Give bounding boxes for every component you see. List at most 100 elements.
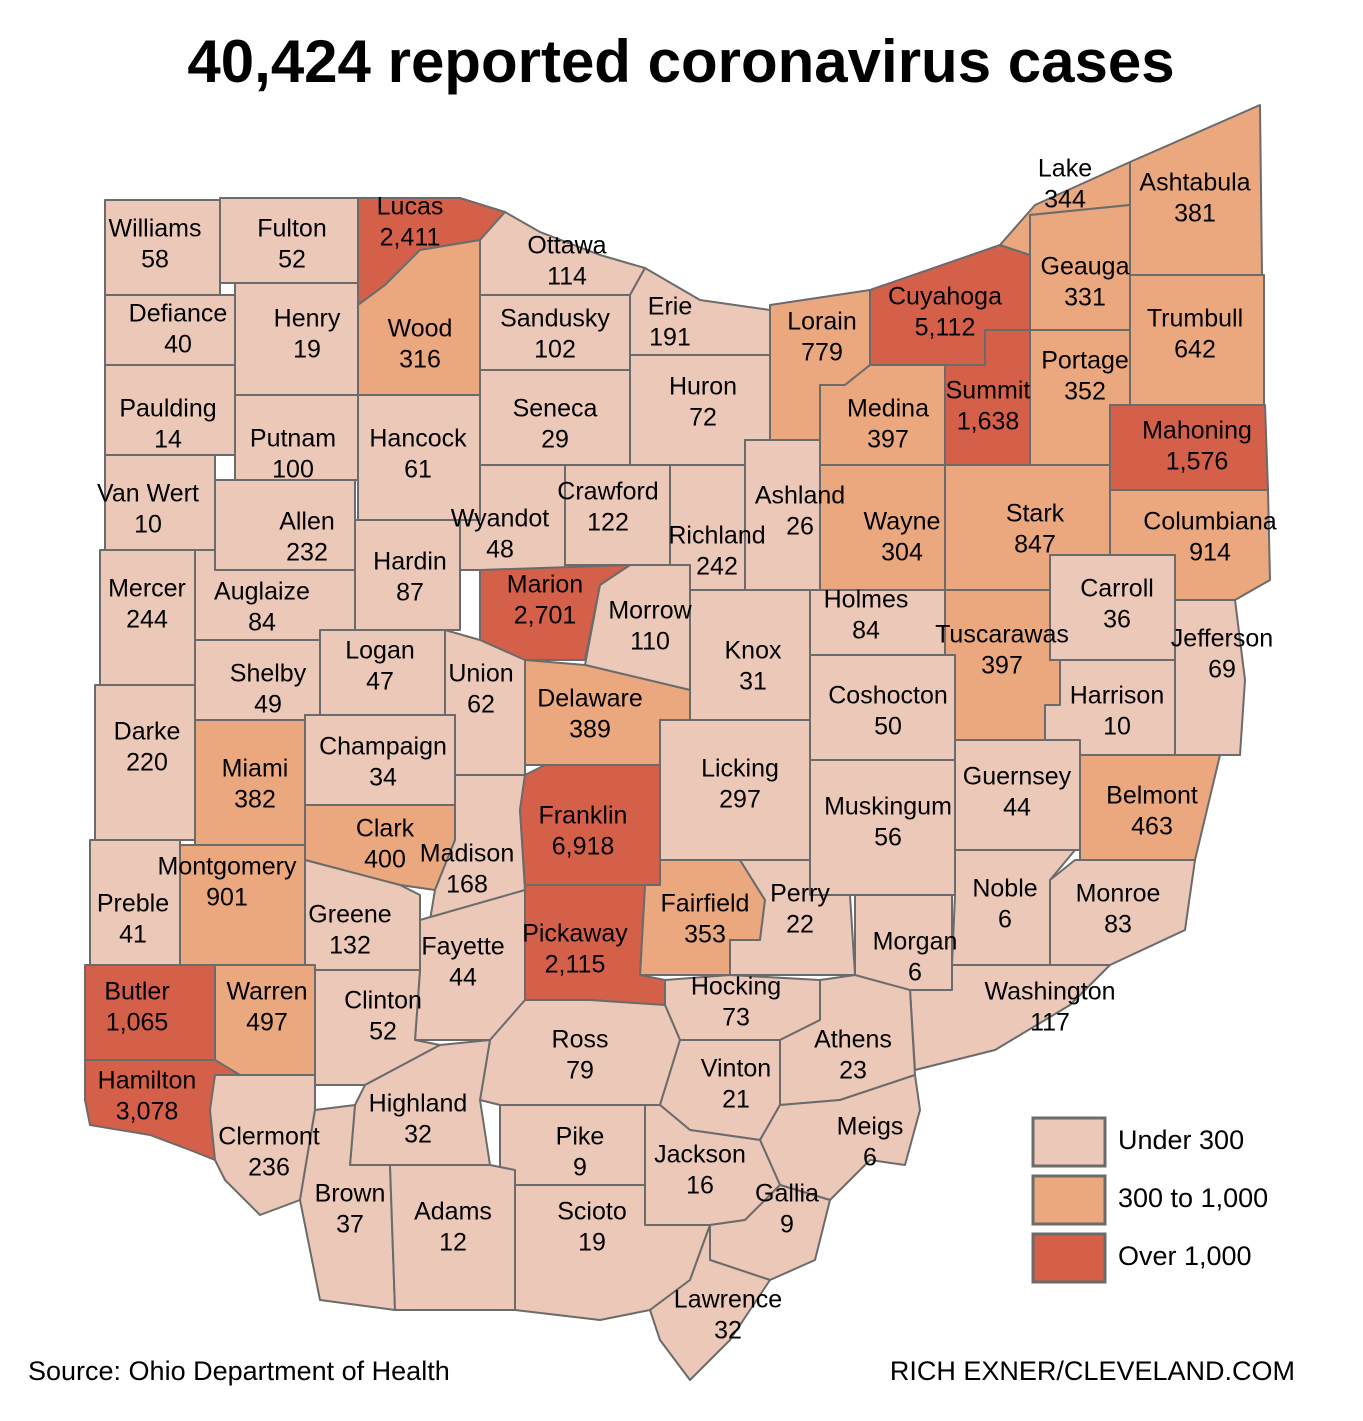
- county-cases: 400: [364, 846, 406, 874]
- county-name: Crawford: [557, 478, 658, 506]
- county-cases: 110: [630, 628, 670, 656]
- county-cases: 49: [254, 691, 282, 719]
- county-cases: 2,411: [380, 224, 441, 252]
- county-cases: 3,078: [116, 1098, 179, 1126]
- county-name: Hocking: [691, 973, 781, 1001]
- county-cases: 29: [541, 426, 569, 454]
- county-name: Fulton: [257, 215, 326, 243]
- county-cases: 304: [881, 539, 923, 567]
- county-name: Portage: [1041, 347, 1129, 375]
- county-cases: 47: [366, 668, 394, 696]
- county-cases: 73: [722, 1004, 750, 1032]
- legend-label: Under 300: [1118, 1125, 1244, 1155]
- county-name: Greene: [308, 901, 391, 929]
- county-name: Fayette: [421, 933, 504, 961]
- county: [414, 889, 526, 1041]
- county-name: Knox: [725, 637, 782, 665]
- county-name: Cuyahoga: [888, 283, 1002, 311]
- county-cases: 34: [369, 764, 397, 792]
- legend: Under 300 300 to 1,000 Over 1,000: [1031, 1116, 1268, 1284]
- county-name: Hardin: [373, 548, 447, 576]
- county-cases: 48: [486, 536, 514, 564]
- county-cases: 40: [164, 331, 192, 359]
- county-cases: 9: [780, 1211, 794, 1239]
- legend-label: 300 to 1,000: [1118, 1183, 1268, 1213]
- county-cases: 397: [981, 652, 1023, 680]
- legend-swatch: [1031, 1116, 1107, 1168]
- county-cases: 2,115: [545, 951, 606, 979]
- county-cases: 2,701: [514, 602, 577, 630]
- county-cases: 83: [1104, 911, 1132, 939]
- county-name: Hamilton: [98, 1067, 197, 1095]
- county-cases: 6: [998, 906, 1012, 934]
- county-name: Jefferson: [1171, 625, 1273, 653]
- legend-swatch: [1031, 1232, 1107, 1284]
- county-cases: 220: [126, 749, 168, 777]
- county-cases: 6: [908, 959, 922, 987]
- county-cases: 84: [852, 617, 880, 645]
- county-cases: 22: [786, 911, 814, 939]
- county-cases: 87: [396, 579, 424, 607]
- county-name: Montgomery: [158, 853, 297, 881]
- county-cases: 58: [141, 246, 169, 274]
- county-name: Morrow: [608, 597, 692, 625]
- county-name: Carroll: [1080, 575, 1154, 603]
- county-cases: 23: [839, 1057, 867, 1085]
- county-name: Ross: [552, 1026, 609, 1054]
- county-cases: 901: [206, 884, 248, 912]
- county: [84, 1059, 241, 1161]
- county-name: Athens: [814, 1026, 892, 1054]
- county-cases: 382: [234, 786, 276, 814]
- county-name: Paulding: [119, 395, 216, 423]
- county-cases: 353: [684, 921, 726, 949]
- county-name: Huron: [669, 373, 737, 401]
- county-cases: 244: [126, 606, 168, 634]
- county-cases: 191: [649, 324, 691, 352]
- county-name: Butler: [104, 978, 169, 1006]
- county-cases: 31: [739, 668, 767, 696]
- county-name: Williams: [108, 215, 201, 243]
- county-cases: 1,065: [106, 1009, 169, 1037]
- county-cases: 168: [446, 871, 488, 899]
- county-name: Tuscarawas: [935, 621, 1069, 649]
- county-cases: 6,918: [552, 833, 615, 861]
- county-cases: 242: [696, 553, 738, 581]
- county-name: Sandusky: [500, 305, 610, 333]
- county-name: Guernsey: [963, 763, 1072, 791]
- county-name: Wood: [388, 315, 453, 343]
- county-cases: 26: [786, 513, 814, 541]
- source: Source: Ohio Department of Health: [28, 1356, 450, 1386]
- county-name: Clermont: [218, 1123, 319, 1151]
- county-name: Van Wert: [97, 480, 199, 508]
- county-cases: 52: [369, 1018, 397, 1046]
- county-name: Noble: [972, 875, 1037, 903]
- county-cases: 16: [686, 1172, 714, 1200]
- county-name: Holmes: [824, 586, 909, 614]
- county-cases: 847: [1014, 531, 1056, 559]
- county-cases: 642: [1174, 336, 1216, 364]
- county-cases: 10: [134, 511, 162, 539]
- county-cases: 56: [874, 824, 902, 852]
- county-name: Washington: [984, 978, 1115, 1006]
- county-name: Clark: [356, 815, 415, 843]
- county-cases: 344: [1044, 186, 1086, 214]
- county-cases: 37: [336, 1211, 364, 1239]
- county-cases: 32: [404, 1121, 432, 1149]
- county-cases: 19: [293, 336, 321, 364]
- county-cases: 381: [1174, 200, 1216, 228]
- county-name: Lawrence: [674, 1286, 782, 1314]
- county-name: Muskingum: [824, 793, 952, 821]
- county-name: Seneca: [513, 395, 598, 423]
- county-cases: 69: [1208, 656, 1236, 684]
- county-name: Darke: [114, 718, 181, 746]
- county-name: Wayne: [864, 508, 941, 536]
- county-name: Marion: [507, 571, 583, 599]
- county-name: Morgan: [873, 928, 958, 956]
- county-name: Champaign: [319, 733, 447, 761]
- county-name: Brown: [315, 1180, 386, 1208]
- county: [729, 859, 856, 976]
- county-name: Union: [448, 660, 513, 688]
- county-cases: 44: [449, 964, 477, 992]
